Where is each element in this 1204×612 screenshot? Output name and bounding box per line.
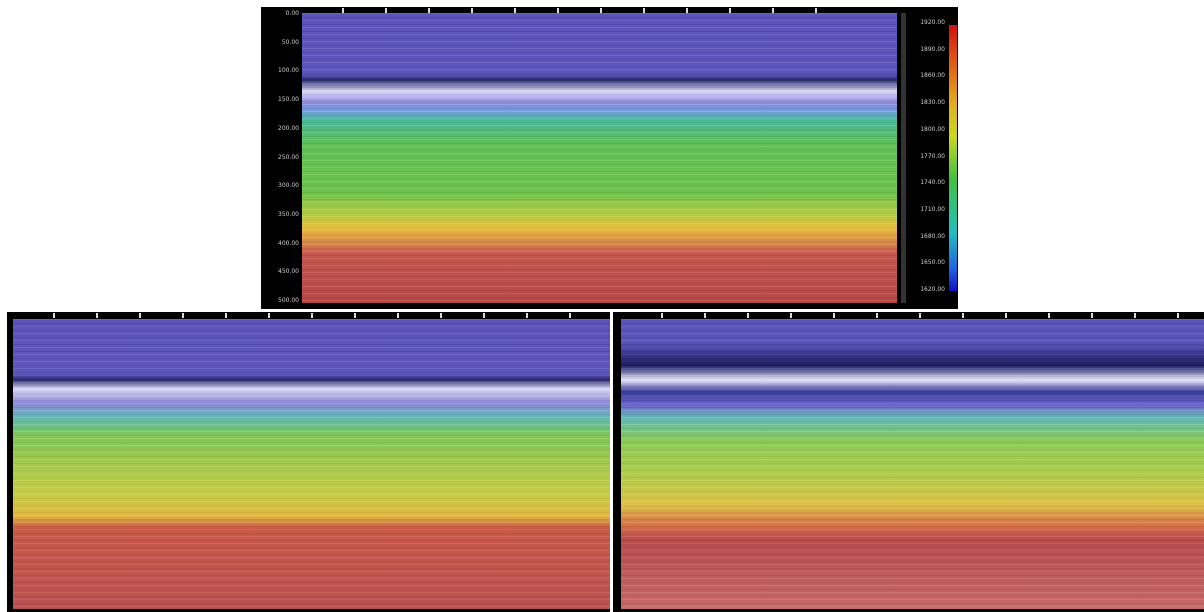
tick-label: 50.00 bbox=[281, 38, 299, 46]
colorbar bbox=[949, 25, 957, 291]
tick-label: 1740.00 bbox=[920, 179, 945, 187]
top-panel: 0.00 50.00 100.00 150.00 200.00 250.00 300.00 3… bbox=[261, 7, 958, 309]
tick-label: 1620.00 bbox=[920, 286, 945, 293]
velocity-section bbox=[302, 13, 897, 303]
tick-label: 250.00 bbox=[278, 153, 299, 161]
tick-label: 350.00 bbox=[278, 210, 299, 218]
tick-label: 0.00 bbox=[285, 10, 299, 17]
scrollbar bbox=[901, 13, 906, 303]
tick-label: 1650.00 bbox=[920, 259, 945, 267]
tick-label: 1920.00 bbox=[920, 19, 945, 26]
tick-label: 1800.00 bbox=[920, 125, 945, 133]
top-ticks bbox=[302, 8, 856, 13]
tick-label: 1890.00 bbox=[920, 45, 945, 53]
bottom-right-panel bbox=[613, 312, 1204, 612]
br-ticks bbox=[621, 313, 1204, 318]
tick-label: 300.00 bbox=[278, 182, 299, 190]
tick-label: 1830.00 bbox=[920, 99, 945, 107]
tick-label: 500.00 bbox=[278, 297, 299, 304]
tick-label: 1860.00 bbox=[920, 72, 945, 80]
tick-label: 200.00 bbox=[278, 124, 299, 132]
bl-ticks bbox=[13, 313, 610, 318]
velocity-section bbox=[621, 319, 1204, 609]
tick-label: 1770.00 bbox=[920, 152, 945, 160]
tick-label: 150.00 bbox=[278, 96, 299, 104]
tick-label: 450.00 bbox=[278, 268, 299, 276]
tick-label: 1680.00 bbox=[920, 232, 945, 240]
tick-label: 400.00 bbox=[278, 239, 299, 247]
velocity-section bbox=[13, 319, 610, 609]
tick-label: 100.00 bbox=[278, 67, 299, 75]
tick-label: 1710.00 bbox=[920, 205, 945, 213]
bottom-left-panel bbox=[7, 312, 610, 612]
